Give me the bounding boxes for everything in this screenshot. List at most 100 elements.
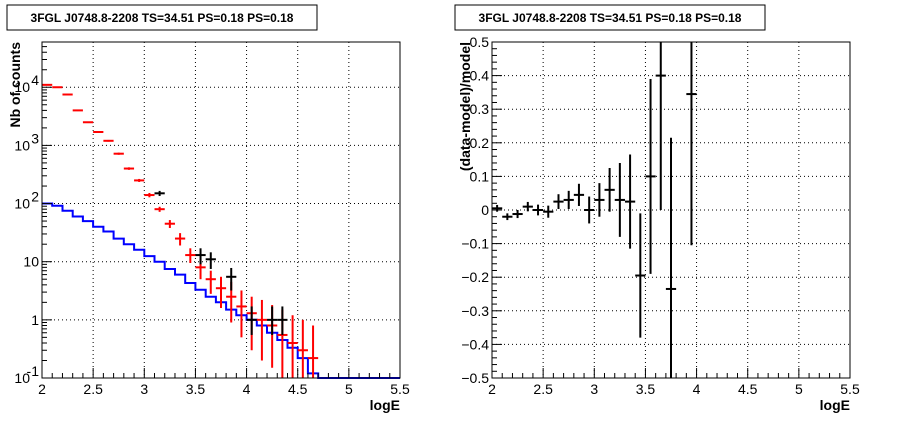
x-tick-label: 4 bbox=[693, 381, 701, 397]
data-point bbox=[42, 83, 53, 86]
data-point bbox=[573, 183, 585, 206]
data-point bbox=[93, 130, 104, 133]
data-point bbox=[604, 168, 615, 212]
x-tick-label: 3 bbox=[590, 381, 598, 397]
title-box: 3FGL J0748.8-2208 TS=34.51 PS=0.18 PS=0.… bbox=[6, 4, 318, 31]
y-tick-label: 10 bbox=[23, 254, 39, 270]
x-tick-label: 5 bbox=[345, 381, 353, 397]
y-axis-label: Nb of counts bbox=[7, 42, 23, 128]
data-point bbox=[174, 233, 186, 246]
data-point bbox=[553, 194, 564, 209]
data-point bbox=[154, 206, 165, 212]
axis-ticks: 2 2.5 3 3.5 4 4.5 5 5.5 −0.5 −0.4 −0.3 −0.2 −0.1 0 0.1… bbox=[461, 34, 860, 397]
y-tick-label: 0.1 bbox=[470, 168, 490, 184]
data-point bbox=[103, 139, 114, 142]
x-tick-label: 2 bbox=[488, 381, 496, 397]
data-point bbox=[645, 78, 656, 274]
data-point bbox=[655, 42, 666, 210]
y-tick-exponent: 2 bbox=[31, 189, 39, 205]
x-tick-label: 2.5 bbox=[83, 381, 103, 397]
y-axis-label: (data-model)/model bbox=[457, 42, 473, 171]
data-point bbox=[635, 213, 646, 338]
data-point bbox=[215, 276, 227, 308]
x-tick-label: 4.5 bbox=[738, 381, 758, 397]
data-point bbox=[226, 267, 237, 291]
data-point bbox=[72, 109, 83, 112]
data-point bbox=[492, 204, 503, 212]
data-point bbox=[185, 248, 196, 263]
data-point bbox=[594, 183, 605, 217]
y-tick-label: −0.3 bbox=[461, 303, 489, 319]
y-tick-label: 0 bbox=[481, 202, 489, 218]
y-tick-label: 0.5 bbox=[470, 34, 490, 50]
data-point bbox=[307, 325, 319, 378]
data-point bbox=[62, 93, 73, 96]
y-tick-label: 10 bbox=[14, 196, 30, 212]
y-tick-label: −0.4 bbox=[461, 336, 489, 352]
data-point bbox=[532, 204, 544, 216]
data-point bbox=[686, 42, 697, 246]
data-point bbox=[512, 210, 523, 219]
x-tick-label: 3.5 bbox=[186, 381, 206, 397]
data-marks bbox=[492, 42, 697, 378]
data-point bbox=[543, 205, 554, 218]
y-tick-label: 0.4 bbox=[470, 68, 490, 84]
plot-frame bbox=[42, 42, 400, 378]
data-point bbox=[236, 290, 247, 338]
data-point bbox=[195, 248, 206, 265]
x-tick-label: 5.5 bbox=[390, 381, 410, 397]
y-tick-label: 1 bbox=[31, 312, 39, 328]
x-tick-label: 4.5 bbox=[288, 381, 308, 397]
y-tick-label: 0.3 bbox=[470, 101, 490, 117]
y-tick-label: 10 bbox=[14, 137, 30, 153]
y-tick-label: 10 bbox=[14, 370, 30, 386]
x-tick-label: 3.5 bbox=[636, 381, 656, 397]
y-tick-label: −0.5 bbox=[461, 370, 489, 386]
data-point bbox=[144, 192, 155, 198]
data-point bbox=[502, 213, 513, 221]
data-point bbox=[205, 252, 216, 269]
model-step-line bbox=[42, 202, 400, 379]
x-tick-label: 4 bbox=[243, 381, 251, 397]
data-point bbox=[134, 178, 145, 182]
x-tick-label: 2.5 bbox=[533, 381, 553, 397]
data-point bbox=[287, 315, 298, 378]
x-tick-label: 3 bbox=[140, 381, 148, 397]
y-tick-label: −0.1 bbox=[461, 236, 489, 252]
y-tick-label: −0.2 bbox=[461, 269, 489, 285]
y-tick-label: 0.2 bbox=[470, 135, 490, 151]
data-point bbox=[665, 137, 677, 378]
y-tick-exponent: 3 bbox=[31, 130, 39, 146]
data-point bbox=[164, 220, 175, 228]
title-box: 3FGL J0748.8-2208 TS=34.51 PS=0.18 PS=0.… bbox=[454, 4, 766, 31]
data-point bbox=[624, 154, 636, 249]
x-tick-label: 5 bbox=[795, 381, 803, 397]
y-tick-exponent: -1 bbox=[27, 363, 40, 379]
data-point bbox=[123, 167, 135, 170]
data-point bbox=[297, 319, 308, 378]
x-axis-label: logE bbox=[370, 397, 400, 413]
chart-title: 3FGL J0748.8-2208 TS=34.51 PS=0.18 PS=0.… bbox=[31, 11, 294, 25]
y-tick-label: 10 bbox=[14, 79, 30, 95]
chart-title: 3FGL J0748.8-2208 TS=34.51 PS=0.18 PS=0.… bbox=[479, 11, 742, 25]
residuals-panel: 2 2.5 3 3.5 4 4.5 5 5.5 −0.5 −0.4 −0.3 −0.2 −0.1 0 0.1… bbox=[454, 4, 860, 413]
data-point bbox=[256, 299, 268, 361]
data-point bbox=[614, 162, 625, 237]
data-point bbox=[52, 86, 63, 89]
data-point bbox=[246, 306, 257, 335]
axes-frame bbox=[41, 41, 401, 379]
data-point bbox=[154, 190, 165, 196]
data-point bbox=[563, 190, 574, 209]
data-point bbox=[277, 306, 288, 335]
grid bbox=[42, 42, 400, 378]
x-tick-label: 2 bbox=[38, 381, 46, 397]
y-tick-exponent: 4 bbox=[31, 72, 39, 88]
data-point bbox=[82, 121, 94, 124]
data-point bbox=[584, 196, 595, 224]
data-point bbox=[267, 306, 278, 335]
x-axis-label: logE bbox=[820, 397, 850, 413]
x-tick-label: 5.5 bbox=[840, 381, 860, 397]
